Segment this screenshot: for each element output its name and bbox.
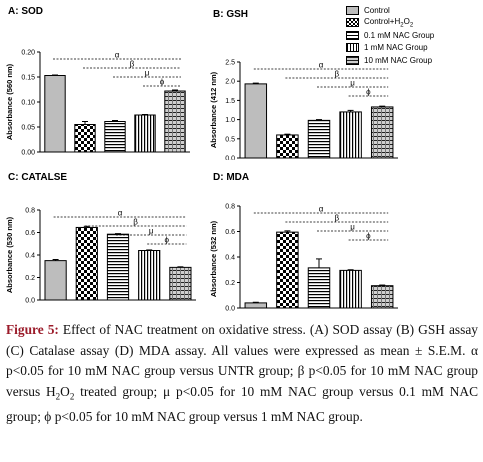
- legend-swatch-0-1mm-nac: [346, 30, 359, 40]
- bar: [106, 233, 130, 301]
- caption-text-2: treated group; μ p<0.05 for 10 mM NAC gr…: [6, 383, 479, 424]
- y-tick-label: 0.8: [225, 204, 235, 211]
- bar: [307, 267, 331, 309]
- bar: [75, 226, 98, 301]
- y-tick-label: 0.20: [21, 50, 35, 57]
- panel-sod: A: SOD 0.00 0.05 0.10 0.15 0.20 Absorbance (5…: [0, 0, 200, 160]
- panel-title: A: SOD: [8, 6, 43, 17]
- y-tick-label: 1.5: [225, 98, 235, 105]
- significance-symbol: ϕ: [160, 78, 165, 87]
- panel-title: B: GSH: [213, 9, 248, 20]
- y-axis-label: Absorbance (412 nm): [209, 71, 218, 148]
- bar: [104, 121, 126, 153]
- legend-label: Control: [364, 5, 390, 15]
- bar: [244, 83, 268, 159]
- catalase-chart: 0.0 0.2 0.4 0.6 0.8 Absorbance (530 nm) α β μ ϕ: [5, 208, 196, 305]
- figure-label: Figure 5:: [6, 322, 59, 337]
- panel-title: C: CATALSE: [8, 172, 68, 183]
- panel-title: D: MDA: [213, 172, 250, 183]
- legend-swatch-control-h2o2: [346, 18, 359, 28]
- bar: [339, 269, 362, 309]
- y-tick-label: 0.5: [225, 136, 235, 143]
- y-tick-label: 0.2: [225, 280, 235, 287]
- y-tick-label: 2.0: [225, 79, 235, 86]
- significance-symbol: μ: [145, 69, 150, 78]
- bar: [276, 134, 299, 159]
- mda-chart: 0.0 0.2 0.4 0.6 0.8 Absorbance (532 nm) α β μ ϕ: [209, 204, 398, 313]
- y-tick-label: 0.00: [21, 150, 35, 157]
- bar: [370, 285, 394, 309]
- bar: [44, 75, 66, 153]
- significance-symbol: μ: [149, 227, 154, 236]
- gsh-chart: 0.0 0.5 1.0 1.5 2.0 2.5 Absorbance (412 nm) α β μ…: [209, 60, 398, 163]
- y-axis-label: Absorbance (530 nm): [5, 216, 14, 293]
- sod-chart: 0.00 0.05 0.10 0.15 0.20 Absorbance (560 nm) α…: [5, 50, 190, 157]
- legend-item-10mm-nac: 10 mM NAC Group: [346, 54, 481, 67]
- y-tick-label: 0.0: [225, 306, 235, 313]
- bar: [44, 260, 67, 301]
- bar: [370, 106, 394, 159]
- y-tick-label: 0.15: [21, 75, 35, 82]
- y-tick-label: 0.6: [25, 230, 35, 237]
- y-tick-label: 0.4: [25, 253, 35, 260]
- y-tick-label: 0.0: [225, 156, 235, 161]
- y-tick-label: 0.4: [225, 255, 235, 262]
- significance-symbol: ϕ: [165, 236, 170, 245]
- bar: [134, 114, 156, 153]
- legend-label: 10 mM NAC Group: [364, 55, 433, 65]
- bar: [138, 250, 161, 301]
- significance-symbol: α: [319, 61, 324, 70]
- y-tick-label: 2.5: [225, 60, 235, 67]
- significance-symbol: ϕ: [366, 232, 371, 241]
- significance-symbol: β: [334, 214, 339, 223]
- bar: [244, 302, 268, 309]
- significance-symbol: α: [319, 205, 324, 214]
- y-tick-label: 1.0: [225, 117, 235, 124]
- legend-label: 0.1 mM NAC Group: [364, 30, 435, 40]
- bar: [307, 119, 331, 159]
- figure-caption: Figure 5: Effect of NAC treatment on oxi…: [6, 322, 479, 424]
- legend-label: Control+H2O2: [364, 16, 414, 29]
- y-tick-label: 0.8: [25, 208, 35, 215]
- legend-swatch-control: [346, 5, 359, 15]
- legend-label: 1 mM NAC Group: [364, 43, 428, 53]
- significance-symbol: α: [115, 51, 120, 60]
- y-tick-label: 0.0: [25, 298, 35, 305]
- legend-item-control-h2o2: Control+H2O2: [346, 17, 481, 30]
- chart-legend: Control Control+H2O2 0.1 mM NAC Group 1 …: [346, 4, 481, 67]
- significance-symbol: μ: [350, 223, 355, 232]
- significance-symbol: β: [334, 70, 339, 79]
- bar: [164, 90, 186, 153]
- y-tick-label: 0.2: [25, 275, 35, 282]
- y-axis-label: Absorbance (532 nm): [209, 220, 218, 297]
- significance-symbol: α: [118, 209, 123, 218]
- panel-catalase: C: CATALSE 0.0 0.2 0.4 0.6 0.8 Absorbance (53…: [0, 162, 200, 320]
- y-tick-label: 0.10: [21, 100, 35, 107]
- legend-swatch-10mm-nac: [346, 55, 359, 65]
- bar: [276, 231, 299, 309]
- legend-swatch-1mm-nac: [346, 43, 359, 53]
- significance-symbol: ϕ: [366, 88, 371, 97]
- caption-text: Effect of NAC treatment on oxidative str…: [6, 322, 478, 399]
- panel-gsh: B: GSH 0.0 0.5 1.0 1.5 2.0 2.5 Absorbance (412…: [205, 0, 415, 163]
- significance-symbol: β: [130, 60, 135, 69]
- legend-item-0-1mm-nac: 0.1 mM NAC Group: [346, 29, 481, 42]
- legend-item-control: Control: [346, 4, 481, 17]
- y-tick-label: 0.05: [21, 125, 35, 132]
- bar: [339, 111, 362, 159]
- bar: [74, 124, 96, 153]
- legend-item-1mm-nac: 1 mM NAC Group: [346, 42, 481, 55]
- significance-symbol: μ: [350, 79, 355, 88]
- significance-symbol: β: [133, 218, 138, 227]
- y-axis-label: Absorbance (560 nm): [5, 63, 14, 140]
- bar: [169, 266, 192, 301]
- y-tick-label: 0.6: [225, 229, 235, 236]
- panel-mda: D: MDA 0.0 0.2 0.4 0.6 0.8 Absorbance (532 nm…: [205, 162, 415, 320]
